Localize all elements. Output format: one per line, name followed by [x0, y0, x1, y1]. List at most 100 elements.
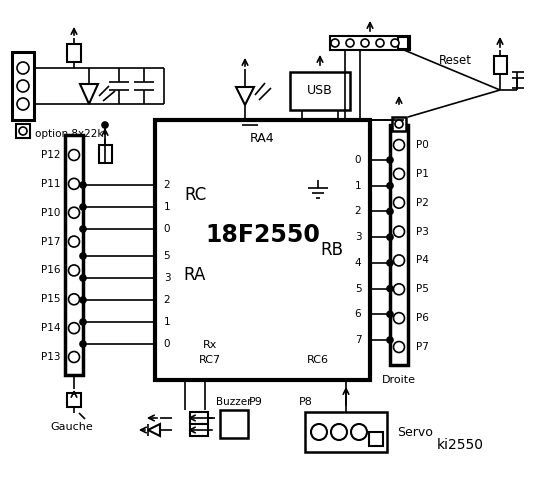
Bar	[330, 36, 410, 50]
Circle shape	[387, 157, 393, 163]
Circle shape	[69, 265, 80, 276]
Text: RC6: RC6	[307, 355, 329, 365]
Text: Rx: Rx	[203, 340, 217, 350]
Text: P13: P13	[40, 352, 60, 362]
Text: 2: 2	[164, 295, 170, 305]
Circle shape	[69, 236, 80, 247]
Circle shape	[394, 284, 404, 295]
Bar	[220, 410, 248, 438]
Text: P12: P12	[40, 150, 60, 160]
Text: Buzzer: Buzzer	[216, 397, 252, 407]
Circle shape	[391, 39, 399, 47]
Text: P17: P17	[40, 237, 60, 247]
Text: USB: USB	[307, 84, 333, 97]
Circle shape	[387, 312, 393, 317]
Text: Servo: Servo	[397, 425, 433, 439]
Text: 0: 0	[355, 155, 361, 165]
Bar	[305, 412, 387, 452]
Circle shape	[80, 275, 86, 281]
Circle shape	[395, 120, 403, 128]
Circle shape	[387, 337, 393, 343]
Circle shape	[80, 182, 86, 188]
Text: P10: P10	[40, 208, 60, 218]
Bar	[494, 56, 507, 74]
Text: P14: P14	[40, 323, 60, 333]
Text: P16: P16	[40, 265, 60, 276]
Circle shape	[17, 80, 29, 92]
Text: 3: 3	[164, 273, 170, 283]
Bar	[390, 125, 408, 365]
Text: 1: 1	[164, 317, 170, 327]
Circle shape	[394, 226, 404, 237]
Text: RA4: RA4	[250, 132, 275, 144]
Text: Gauche: Gauche	[51, 422, 93, 432]
Circle shape	[361, 39, 369, 47]
Circle shape	[387, 234, 393, 240]
Text: P11: P11	[40, 179, 60, 189]
Text: 4: 4	[354, 258, 361, 268]
Bar	[290, 72, 350, 110]
Circle shape	[376, 39, 384, 47]
Text: P6: P6	[416, 313, 429, 323]
Bar	[369, 432, 383, 446]
Circle shape	[394, 140, 404, 151]
Circle shape	[80, 204, 86, 210]
Text: 5: 5	[164, 251, 170, 261]
Text: 2: 2	[164, 180, 170, 190]
Bar	[16, 124, 30, 138]
Circle shape	[394, 341, 404, 352]
Bar	[65, 135, 83, 375]
Text: option 8x22k: option 8x22k	[35, 129, 103, 139]
Circle shape	[69, 207, 80, 218]
Text: P5: P5	[416, 284, 429, 294]
Circle shape	[80, 319, 86, 325]
Circle shape	[69, 179, 80, 189]
Circle shape	[19, 127, 27, 135]
Text: P1: P1	[416, 169, 429, 179]
Circle shape	[80, 297, 86, 303]
Circle shape	[311, 424, 327, 440]
Circle shape	[69, 323, 80, 334]
Text: P2: P2	[416, 198, 429, 208]
Circle shape	[69, 149, 80, 160]
Bar	[12, 52, 34, 120]
Bar	[67, 393, 81, 407]
Text: P15: P15	[40, 294, 60, 304]
Circle shape	[394, 168, 404, 180]
Circle shape	[394, 255, 404, 266]
Text: RC: RC	[184, 186, 206, 204]
Text: 1: 1	[164, 202, 170, 212]
Circle shape	[387, 260, 393, 266]
Circle shape	[80, 253, 86, 259]
Bar	[190, 412, 208, 424]
Circle shape	[331, 424, 347, 440]
Text: RB: RB	[321, 241, 343, 259]
Circle shape	[351, 424, 367, 440]
Text: P0: P0	[416, 140, 429, 150]
Text: 6: 6	[354, 309, 361, 319]
Text: 7: 7	[354, 335, 361, 345]
Circle shape	[17, 98, 29, 110]
Circle shape	[394, 312, 404, 324]
Circle shape	[17, 62, 29, 74]
Circle shape	[331, 39, 339, 47]
Bar	[190, 424, 208, 436]
Text: P8: P8	[299, 397, 313, 407]
Circle shape	[69, 351, 80, 362]
Text: Droite: Droite	[382, 375, 416, 385]
Text: Reset: Reset	[439, 53, 472, 67]
Text: 2: 2	[354, 206, 361, 216]
Circle shape	[387, 183, 393, 189]
Text: ki2550: ki2550	[436, 438, 483, 452]
Text: RC7: RC7	[199, 355, 221, 365]
Text: 3: 3	[354, 232, 361, 242]
Circle shape	[102, 122, 108, 128]
Circle shape	[387, 208, 393, 215]
Text: P4: P4	[416, 255, 429, 265]
Text: 1: 1	[354, 180, 361, 191]
Text: RA: RA	[184, 266, 206, 284]
Text: 18F2550: 18F2550	[205, 223, 320, 247]
Text: P7: P7	[416, 342, 429, 352]
Bar	[398, 37, 408, 49]
Circle shape	[394, 197, 404, 208]
